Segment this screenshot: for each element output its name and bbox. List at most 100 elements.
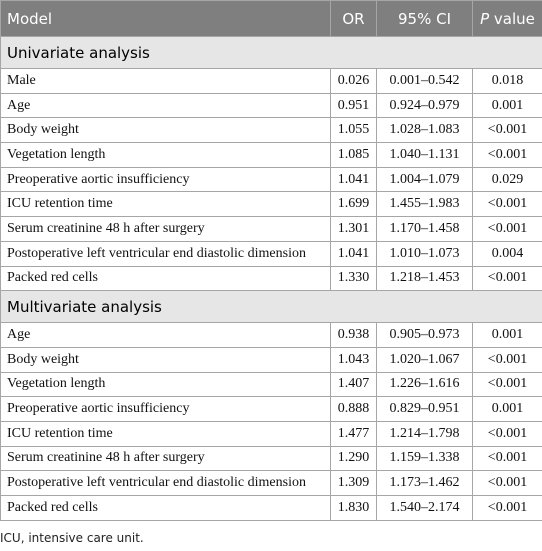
- cell-value: 1.028–1.083: [376, 117, 473, 144]
- data-row: ICU retention time 1.477 1.214–1.798 <0.001: [0, 420, 542, 447]
- header-cell: OR: [330, 0, 377, 37]
- cell-value: 1.004–1.079: [376, 166, 473, 193]
- data-row: Preoperative aortic insufficiency 1.041 1.…: [0, 166, 542, 193]
- cell-value: 1.214–1.798: [376, 420, 473, 447]
- cell-value: 0.004: [472, 240, 542, 267]
- footnote: ICU, intensive care unit.: [0, 531, 144, 545]
- cell-value: <0.001: [472, 445, 542, 472]
- section-title: Multivariate analysis: [0, 290, 542, 324]
- row-label: Packed red cells: [0, 495, 331, 521]
- row-label: Vegetation length: [0, 371, 331, 398]
- results-table: Model OR 95% CI P value Univariate analy…: [0, 0, 542, 521]
- header-cell: 95% CI: [376, 0, 473, 37]
- cell-value: 1.407: [330, 371, 377, 398]
- cell-value: 0.001: [472, 396, 542, 422]
- cell-value: 0.001–0.542: [376, 68, 473, 94]
- cell-value: 0.018: [472, 68, 542, 94]
- header-row: Model OR 95% CI P value: [0, 0, 542, 37]
- cell-value: 1.055: [330, 117, 377, 144]
- cell-value: 1.010–1.073: [376, 240, 473, 267]
- cell-value: 1.041: [330, 240, 377, 267]
- cell-value: 1.455–1.983: [376, 191, 473, 218]
- row-label: ICU retention time: [0, 191, 331, 218]
- data-row: Preoperative aortic insufficiency 0.888 0.…: [0, 396, 542, 422]
- row-label: Vegetation length: [0, 142, 331, 168]
- cell-value: 1.173–1.462: [376, 470, 473, 496]
- data-row: Packed red cells 1.330 1.218–1.453 <0.001: [0, 265, 542, 292]
- row-label: Age: [0, 92, 331, 119]
- row-label: Preoperative aortic insufficiency: [0, 166, 331, 193]
- cell-value: 0.951: [330, 92, 377, 119]
- cell-value: 0.026: [330, 68, 377, 94]
- data-row: Packed red cells 1.830 1.540–2.174 <0.001: [0, 495, 542, 521]
- header-cell: Model: [0, 0, 331, 37]
- cell-value: 1.226–1.616: [376, 371, 473, 398]
- cell-value: <0.001: [472, 191, 542, 218]
- cell-value: 1.330: [330, 265, 377, 292]
- cell-value: 1.170–1.458: [376, 216, 473, 242]
- cell-value: 1.020–1.067: [376, 346, 473, 373]
- cell-value: 1.085: [330, 142, 377, 168]
- row-label: Serum creatinine 48 h after surgery: [0, 445, 331, 472]
- row-label: Postoperative left ventricular end diast…: [0, 240, 331, 267]
- cell-value: 0.905–0.973: [376, 322, 473, 348]
- cell-value: 1.540–2.174: [376, 495, 473, 521]
- data-row: Vegetation length 1.085 1.040–1.131 <0.001: [0, 142, 542, 168]
- cell-value: 1.309: [330, 470, 377, 496]
- section-row: Multivariate analysis: [0, 290, 542, 324]
- cell-value: <0.001: [472, 216, 542, 242]
- cell-value: 1.699: [330, 191, 377, 218]
- row-label: Serum creatinine 48 h after surgery: [0, 216, 331, 242]
- data-row: Vegetation length 1.407 1.226–1.616 <0.001: [0, 371, 542, 398]
- data-row: Body weight 1.055 1.028–1.083 <0.001: [0, 117, 542, 144]
- header-italic: P: [480, 9, 490, 28]
- cell-value: 1.290: [330, 445, 377, 472]
- cell-value: 1.301: [330, 216, 377, 242]
- cell-value: <0.001: [472, 265, 542, 292]
- cell-value: 0.924–0.979: [376, 92, 473, 119]
- table-body: Univariate analysis Male 0.026 0.001–0.542 0…: [0, 36, 542, 521]
- cell-value: 0.001: [472, 322, 542, 348]
- cell-value: 1.041: [330, 166, 377, 193]
- row-label: Body weight: [0, 117, 331, 144]
- row-label: Packed red cells: [0, 265, 331, 292]
- cell-value: 1.043: [330, 346, 377, 373]
- cell-value: 0.829–0.951: [376, 396, 473, 422]
- cell-value: <0.001: [472, 346, 542, 373]
- cell-value: 0.938: [330, 322, 377, 348]
- cell-value: 0.029: [472, 166, 542, 193]
- row-label: Body weight: [0, 346, 331, 373]
- header-cell: P value: [472, 0, 542, 37]
- data-row: ICU retention time 1.699 1.455–1.983 <0.001: [0, 191, 542, 218]
- row-label: Age: [0, 322, 331, 348]
- cell-value: <0.001: [472, 495, 542, 521]
- cell-value: <0.001: [472, 470, 542, 496]
- cell-value: <0.001: [472, 117, 542, 144]
- data-row: Age 0.938 0.905–0.973 0.001: [0, 322, 542, 348]
- cell-value: 1.040–1.131: [376, 142, 473, 168]
- section-row: Univariate analysis: [0, 36, 542, 69]
- section-title: Univariate analysis: [0, 36, 542, 69]
- cell-value: 0.888: [330, 396, 377, 422]
- data-row: Serum creatinine 48 h after surgery 1.290…: [0, 445, 542, 472]
- data-row: Serum creatinine 48 h after surgery 1.301…: [0, 216, 542, 242]
- data-row: Male 0.026 0.001–0.542 0.018: [0, 68, 542, 94]
- data-row: Age 0.951 0.924–0.979 0.001: [0, 92, 542, 119]
- cell-value: <0.001: [472, 420, 542, 447]
- cell-value: 1.830: [330, 495, 377, 521]
- cell-value: 1.159–1.338: [376, 445, 473, 472]
- row-label: ICU retention time: [0, 420, 331, 447]
- cell-value: 0.001: [472, 92, 542, 119]
- row-label: Preoperative aortic insufficiency: [0, 396, 331, 422]
- data-row: Postoperative left ventricular end diast…: [0, 470, 542, 496]
- row-label: Male: [0, 68, 331, 94]
- cell-value: <0.001: [472, 142, 542, 168]
- cell-value: 1.218–1.453: [376, 265, 473, 292]
- header-text: value: [493, 9, 535, 28]
- cell-value: 1.477: [330, 420, 377, 447]
- cell-value: <0.001: [472, 371, 542, 398]
- data-row: Postoperative left ventricular end diast…: [0, 240, 542, 267]
- data-row: Body weight 1.043 1.020–1.067 <0.001: [0, 346, 542, 373]
- row-label: Postoperative left ventricular end diast…: [0, 470, 331, 496]
